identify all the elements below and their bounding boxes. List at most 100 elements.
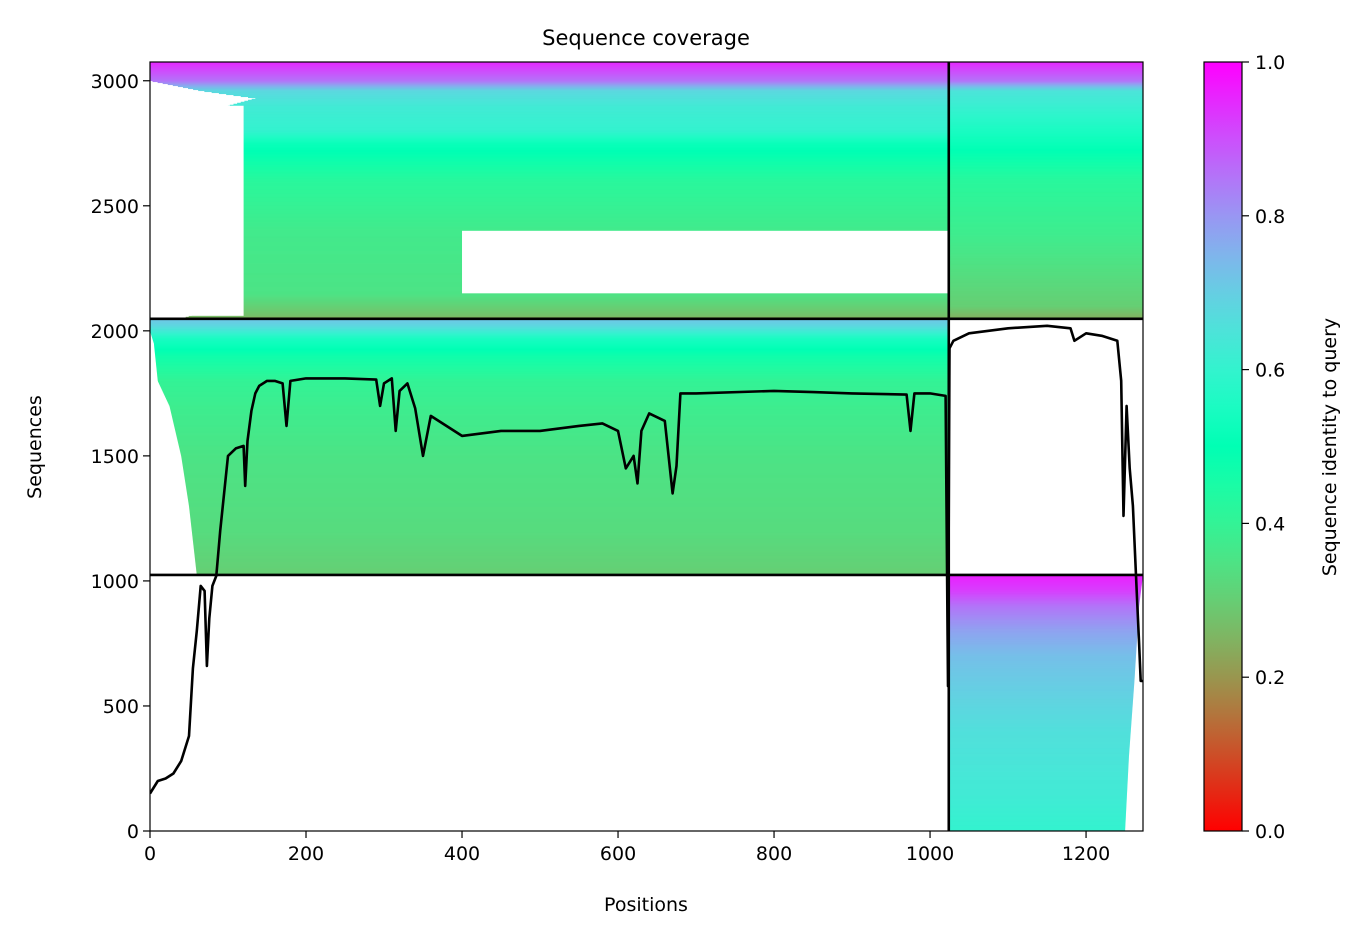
- coverage-band: [948, 635, 1138, 638]
- coverage-band: [948, 722, 1132, 725]
- coverage-band: [184, 475, 949, 478]
- coverage-band: [218, 141, 949, 144]
- coverage-band: [948, 209, 1143, 212]
- coverage-band: [223, 216, 949, 219]
- coverage-band: [948, 706, 1133, 709]
- coverage-gap: [462, 230, 949, 294]
- coverage-band: [188, 315, 949, 318]
- coverage-band: [948, 755, 1129, 758]
- coverage-band: [215, 163, 949, 166]
- coverage-band: [189, 507, 949, 510]
- coverage-band: [948, 219, 1143, 222]
- coverage-band: [948, 293, 1143, 296]
- coverage-band: [153, 341, 949, 344]
- coverage-band: [948, 300, 1143, 303]
- coverage-band: [188, 503, 949, 506]
- coverage-band: [948, 280, 1143, 283]
- coverage-band: [948, 752, 1130, 755]
- coverage-band: [194, 313, 949, 316]
- coverage-band: [196, 571, 949, 574]
- coverage-band: [222, 205, 949, 208]
- coverage-band: [948, 313, 1143, 316]
- coverage-band: [948, 153, 1143, 156]
- coverage-band: [948, 630, 1138, 633]
- coverage-band: [150, 72, 949, 75]
- coverage-band: [195, 560, 949, 563]
- coverage-band: [157, 377, 949, 380]
- coverage-band: [221, 135, 949, 138]
- coverage-band: [948, 185, 1143, 188]
- coverage-band: [223, 217, 949, 220]
- coverage-band: [192, 532, 949, 535]
- coverage-band: [948, 647, 1137, 650]
- coverage-band: [948, 252, 1143, 255]
- coverage-band: [181, 455, 949, 458]
- coverage-heatmap: [150, 62, 1143, 831]
- coverage-band: [220, 138, 949, 141]
- coverage-band: [222, 209, 949, 212]
- coverage-band: [194, 553, 949, 556]
- coverage-band: [948, 661, 1136, 664]
- coverage-band: [152, 339, 949, 342]
- coverage-band: [948, 311, 1143, 314]
- coverage-band: [214, 149, 949, 152]
- coverage-band: [155, 355, 949, 358]
- coverage-band: [193, 543, 949, 546]
- coverage-band: [155, 354, 949, 357]
- coverage-band: [172, 417, 949, 420]
- coverage-band: [948, 774, 1128, 777]
- coverage-band: [948, 298, 1143, 301]
- coverage-band: [948, 775, 1128, 778]
- coverage-band: [948, 632, 1138, 635]
- coverage-band: [162, 390, 949, 393]
- coverage-band: [948, 827, 1126, 830]
- coverage-band: [225, 118, 949, 121]
- coverage-band: [215, 165, 949, 168]
- coverage-band: [948, 792, 1128, 795]
- coverage-band: [173, 422, 949, 425]
- coverage-band: [948, 650, 1137, 653]
- coverage-band: [948, 579, 1143, 582]
- coverage-band: [221, 192, 949, 195]
- coverage-band: [948, 105, 1143, 108]
- coverage-band: [222, 207, 949, 210]
- coverage-band: [157, 373, 949, 376]
- coverage-block-3: [948, 574, 1143, 831]
- coverage-band: [948, 244, 1143, 247]
- coverage-band: [150, 325, 949, 328]
- coverage-band: [948, 258, 1143, 261]
- x-axis-label: Positions: [604, 894, 688, 916]
- coverage-band: [165, 397, 949, 400]
- coverage-band: [185, 483, 949, 486]
- coverage-band: [223, 224, 949, 227]
- coverage-band: [165, 395, 949, 398]
- coverage-band: [948, 291, 1143, 294]
- coverage-band: [948, 697, 1134, 700]
- coverage-band: [222, 206, 949, 209]
- coverage-band: [193, 540, 949, 543]
- coverage-band: [948, 688, 1134, 691]
- coverage-band: [948, 789, 1128, 792]
- coverage-band: [948, 201, 1143, 204]
- coverage-band: [948, 784, 1128, 787]
- coverage-band: [948, 254, 1143, 257]
- coverage-band: [948, 70, 1143, 73]
- x-tick-label: 1000: [906, 843, 954, 865]
- coverage-band: [223, 218, 949, 221]
- coverage-band: [186, 486, 949, 489]
- coverage-band: [226, 116, 949, 119]
- coverage-band: [948, 754, 1129, 757]
- coverage-band: [215, 147, 949, 150]
- coverage-band: [948, 86, 1143, 89]
- coverage-band: [223, 226, 949, 229]
- coverage-band: [183, 467, 949, 470]
- colorbar-tick-label: 0.4: [1255, 513, 1285, 535]
- coverage-band: [154, 344, 949, 347]
- coverage-band: [948, 94, 1143, 97]
- coverage-band: [154, 351, 949, 354]
- coverage-band: [214, 160, 949, 163]
- coverage-band: [948, 160, 1143, 163]
- coverage-band: [948, 646, 1137, 649]
- coverage-band: [948, 766, 1129, 769]
- coverage-band: [948, 589, 1142, 592]
